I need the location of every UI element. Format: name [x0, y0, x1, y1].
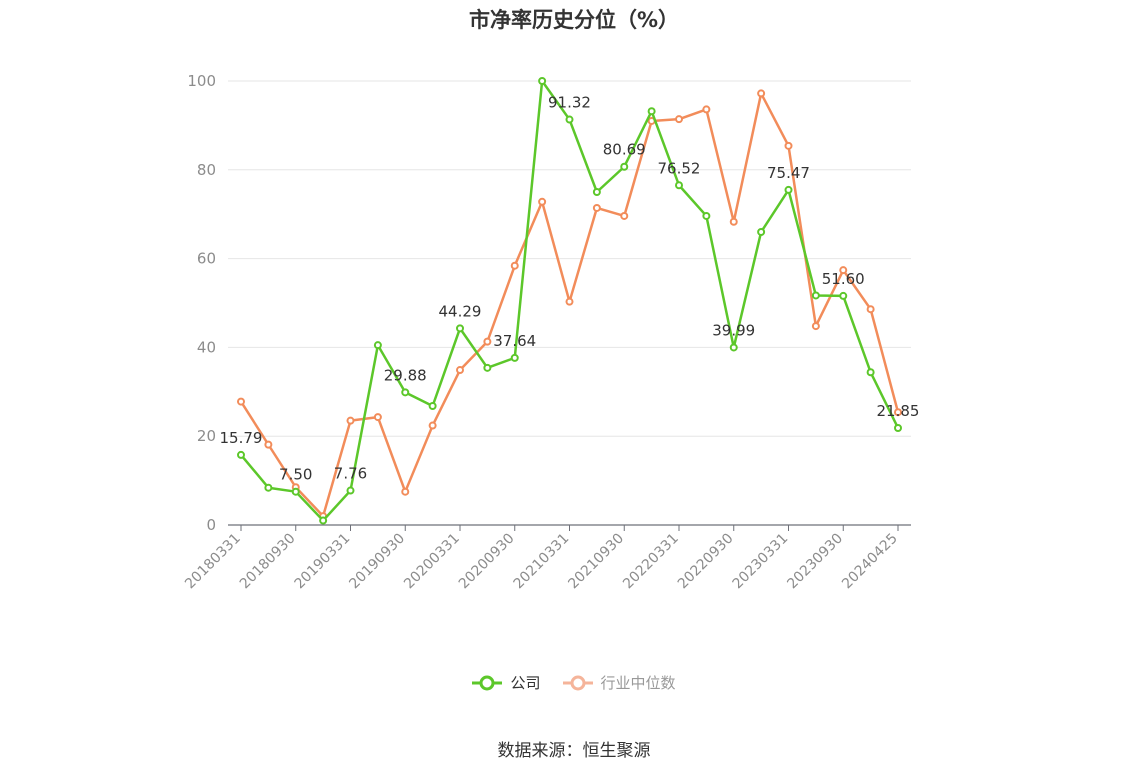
- data-label: 39.99: [712, 321, 755, 339]
- data-point-company: [373, 341, 382, 350]
- data-point-company: [757, 227, 766, 236]
- data-label: 51.60: [822, 270, 865, 288]
- data-label: 7.50: [279, 466, 312, 484]
- data-point-company: [784, 185, 793, 194]
- data-point-company: [565, 115, 574, 124]
- data-point-industry-median: [456, 366, 464, 375]
- data-point-industry-median: [894, 408, 902, 417]
- y-tick-label: 60: [197, 250, 216, 268]
- data-point-company: [456, 324, 464, 333]
- data-label: 7.76: [334, 465, 367, 483]
- y-tick-label: 20: [197, 427, 216, 445]
- data-point-company: [702, 211, 711, 220]
- data-point-industry-median: [538, 197, 547, 206]
- data-point-industry-median: [510, 261, 519, 270]
- data-label: 37.64: [493, 332, 536, 350]
- data-point-company: [811, 291, 820, 300]
- data-label: 44.29: [439, 302, 482, 320]
- data-point-company: [538, 77, 547, 85]
- grid-layer: [228, 80, 911, 437]
- source-note: 数据来源：恒生聚源: [497, 741, 651, 761]
- legend-item-industry-median[interactable]: 行业中位数: [562, 672, 676, 693]
- legend-label-company: 公司: [510, 674, 541, 692]
- y-tick-label: 40: [197, 338, 216, 356]
- data-point-company: [894, 423, 902, 432]
- data-point-industry-median: [237, 397, 245, 406]
- x-tick-label: 20180930: [237, 531, 299, 593]
- data-point-company: [647, 107, 656, 116]
- x-tick-label: 20230930: [784, 531, 846, 593]
- data-label: 15.79: [220, 429, 263, 447]
- data-point-industry-median: [866, 305, 875, 314]
- x-tick-label: 20210930: [565, 531, 627, 593]
- data-point-company: [866, 368, 875, 377]
- data-label: 76.52: [658, 159, 701, 177]
- legend: 公司 行业中位数: [0, 672, 1148, 693]
- x-tick-label: 20210331: [511, 531, 573, 593]
- data-point-industry-median: [839, 266, 848, 275]
- data-point-company: [346, 486, 355, 495]
- legend-line-circle-icon: [562, 675, 593, 690]
- data-point-industry-median: [592, 203, 601, 212]
- data-point-industry-median: [346, 416, 355, 425]
- data-point-company: [839, 291, 848, 300]
- data-point-company: [510, 353, 519, 362]
- axis-layer: 0 20 40 60 80 100 2018033120180930201903312019…: [182, 72, 911, 592]
- data-point-industry-median: [620, 211, 629, 220]
- x-tick-label: 20220930: [675, 531, 737, 593]
- data-label-layer: 15.79 7.50 7.76 29.88 44.29 37.64 91.32 80.69 76…: [220, 94, 920, 484]
- data-point-company: [264, 483, 273, 492]
- data-point-company: [675, 181, 683, 190]
- series-layer: [237, 77, 902, 525]
- data-point-company: [319, 516, 328, 525]
- data-point-company: [483, 363, 492, 372]
- y-tick-label: 100: [187, 72, 216, 90]
- data-point-industry-median: [483, 337, 492, 346]
- x-tick-label: 20230331: [730, 531, 792, 593]
- data-label: 80.69: [603, 141, 646, 159]
- x-tick-label: 20240425: [839, 531, 901, 593]
- data-label: 21.85: [877, 402, 920, 420]
- x-tick-label: 20190331: [292, 531, 354, 593]
- legend-label-industry-median: 行业中位数: [600, 674, 676, 692]
- data-point-industry-median: [757, 89, 766, 98]
- data-point-industry-median: [565, 297, 574, 306]
- x-tick-label: 20220331: [620, 531, 682, 593]
- data-label: 29.88: [384, 366, 427, 384]
- chart-title: 市净率历史分位（%）: [468, 8, 680, 32]
- x-tick-label: 20180331: [182, 531, 244, 593]
- data-label: 75.47: [767, 164, 810, 182]
- data-point-industry-median: [401, 487, 410, 496]
- data-point-company: [401, 388, 410, 397]
- x-tick-label: 20200331: [401, 531, 463, 593]
- data-point-industry-median: [702, 105, 711, 114]
- data-point-company: [291, 487, 300, 496]
- x-tick-label: 20190930: [346, 531, 408, 593]
- data-point-company: [592, 188, 601, 196]
- data-point-company: [729, 343, 738, 352]
- legend-item-company[interactable]: 公司: [472, 672, 541, 693]
- data-point-industry-median: [373, 413, 382, 422]
- y-tick-label: 0: [206, 516, 216, 534]
- data-point-industry-median: [784, 141, 793, 150]
- data-point-industry-median: [729, 217, 738, 226]
- legend-line-circle-icon: [472, 675, 503, 690]
- data-point-industry-median: [428, 421, 437, 430]
- data-point-industry-median: [264, 440, 273, 449]
- data-point-company: [620, 162, 629, 171]
- data-point-industry-median: [675, 115, 683, 124]
- x-tick-label: 20200930: [456, 531, 518, 593]
- data-point-industry-median: [811, 322, 820, 331]
- data-point-company: [237, 450, 245, 459]
- data-point-company: [428, 402, 437, 411]
- y-tick-label: 80: [197, 161, 216, 179]
- data-label: 91.32: [548, 94, 591, 112]
